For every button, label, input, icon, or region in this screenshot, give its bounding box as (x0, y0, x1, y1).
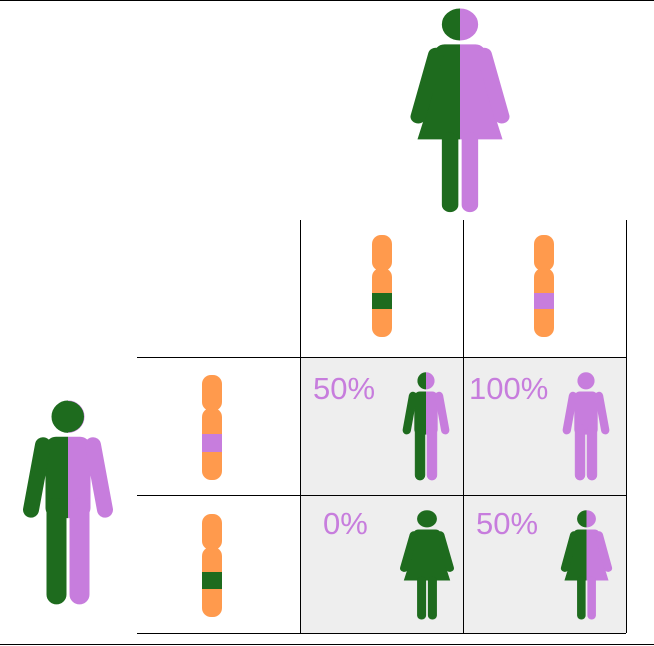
cell-percent: 100% (469, 371, 548, 406)
chromosome-father-2 (202, 514, 222, 617)
mother-figure (418, 9, 502, 212)
father-figure (31, 401, 105, 604)
cell-percent: 0% (323, 506, 368, 541)
chromosome-father-1 (202, 375, 222, 480)
grid (137, 220, 627, 634)
cell-percent: 50% (313, 371, 375, 406)
chromosome-mother-1 (372, 235, 392, 337)
cell-percent: 50% (476, 506, 538, 541)
chromosome-mother-2 (534, 235, 554, 337)
